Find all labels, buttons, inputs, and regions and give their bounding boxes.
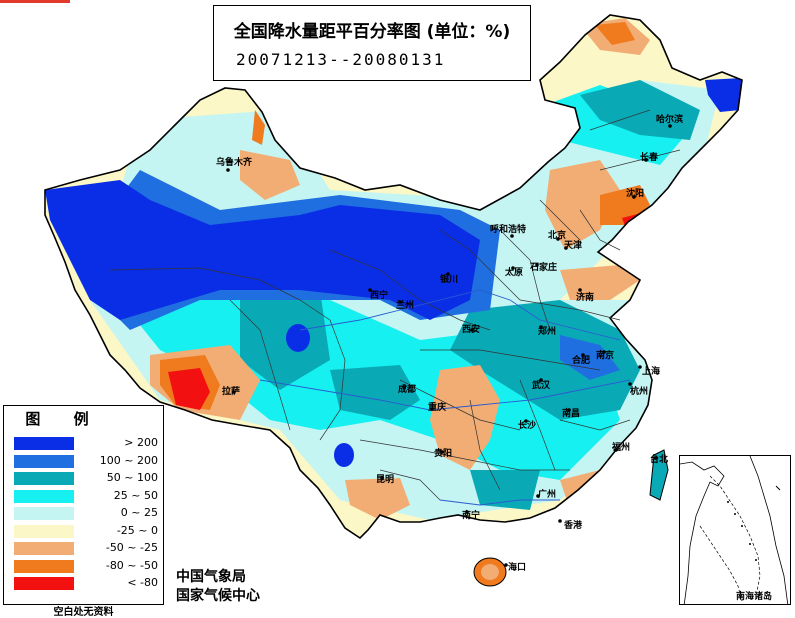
city-label: 武汉 [532,381,551,391]
legend-label: 25 ~ 50 [113,488,158,502]
legend-label: > 200 [124,436,158,449]
province-borders [109,109,681,501]
city-label: 太原 [505,268,524,278]
city-label: 南宁 [462,511,481,521]
agency-line-1: 中国气象局 [176,569,246,585]
city-label: 北京 [548,231,567,241]
legend-entry: 100 ~ 200 [10,454,160,469]
legend-label: -25 ~ 0 [116,523,158,537]
legend-entry: -80 ~ -50 [10,559,160,574]
legend-entry: > 200 [10,436,160,451]
legend-swatch [14,524,74,538]
date-range: 20071213--20080131 [236,50,446,69]
city-label: 郑州 [538,327,557,337]
taiwan-island [649,449,669,501]
inset-map [680,456,789,604]
city-label: 台北 [650,455,669,465]
legend-swatch [14,437,74,450]
national-border [44,14,743,540]
city-label: 呼和浩特 [490,225,527,235]
legend-title: 图 例 [25,410,103,428]
city-label: 长沙 [518,421,537,431]
legend-label: 0 ~ 25 [120,506,158,519]
city-label: 银川 [440,275,459,285]
city-label: 合肥 [572,356,591,366]
city-label: 哈尔滨 [656,115,684,125]
city-label: 福州 [612,443,631,453]
city-label: 广州 [538,490,557,500]
title-box: 全国降水量距平百分率图 (单位：%) 20071213--20080131 [213,5,531,81]
map-title: 全国降水量距平百分率图 (单位：%) [233,22,511,42]
legend-label: 100 ~ 200 [99,453,158,467]
legend-entry: -25 ~ 0 [10,524,160,539]
legend-label: < -80 [127,576,158,589]
city-label: 海口 [508,563,527,573]
south-china-sea-inset: 南海诸岛 [679,455,791,605]
city-dots [226,124,672,567]
legend-label: -80 ~ -50 [105,558,158,572]
city-label: 上海 [642,367,661,377]
city-label: 乌鲁木齐 [216,158,253,168]
inset-label: 南海诸岛 [736,592,773,602]
legend-label: -50 ~ -25 [105,541,158,554]
legend-entry: < -80 [10,576,160,591]
agency-line-2: 国家气候中心 [176,588,260,604]
corner-mark [0,0,70,3]
legend-entry: 25 ~ 50 [10,489,160,504]
legend: 图 例 > 200 100 ~ 200 50 ~ 100 25 ~ 50 0 ~ 25 -… [3,405,164,618]
legend-label: 50 ~ 100 [106,471,158,484]
city-label: 成都 [398,385,417,395]
legend-swatch [14,542,74,555]
city-label: 沈阳 [626,189,645,199]
legend-entry: 0 ~ 25 [10,506,160,521]
legend-swatch [14,472,74,485]
city-label: 贵阳 [434,449,453,459]
city-label: 济南 [576,293,595,303]
legend-swatch [14,454,74,468]
city-label: 西宁 [370,291,389,301]
city-label: 兰州 [396,301,415,311]
legend-swatch [14,559,74,573]
city-label: 西安 [462,325,481,335]
city-label: 南昌 [562,409,581,419]
legend-swatch [14,577,74,590]
legend-swatch [14,507,74,520]
legend-note: 空白处无资料 [53,607,114,618]
legend-swatch [14,489,74,503]
city-label: 天津 [564,241,583,251]
city-label: 昆明 [376,475,395,485]
city-label: 南京 [596,351,615,361]
city-label: 石家庄 [530,263,558,273]
city-label: 拉萨 [222,387,241,397]
legend-entry: 50 ~ 100 [10,471,160,486]
legend-entry: -50 ~ -25 [10,541,160,556]
city-label: 长春 [640,153,659,163]
city-label: 重庆 [428,403,447,413]
city-label: 杭州 [630,387,649,397]
city-label: 香港 [564,521,583,531]
rivers [259,289,631,506]
